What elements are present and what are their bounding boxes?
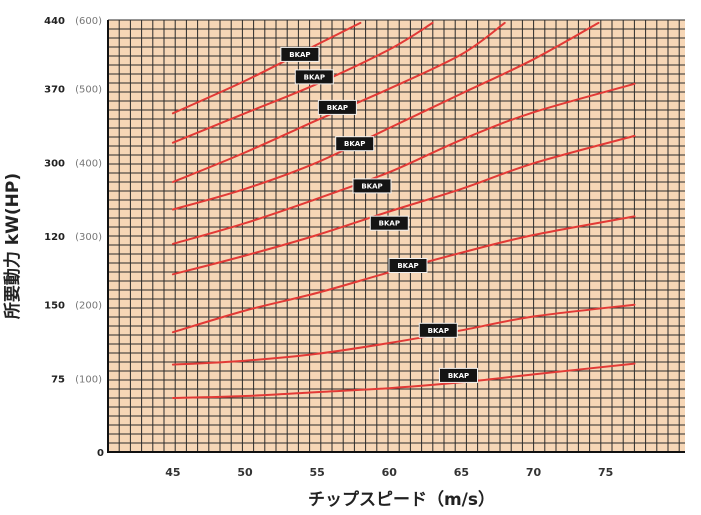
series-line-2 bbox=[171, 303, 636, 366]
y-axis-label: 所要動力 kW(HP) bbox=[2, 173, 23, 319]
x-tick-label: 70 bbox=[526, 466, 542, 479]
y-tick-label: 120 bbox=[44, 232, 65, 243]
y-tick-sublabel: (600) bbox=[75, 16, 102, 27]
curve-label-text: BKAP bbox=[448, 372, 469, 380]
curve-label-box bbox=[317, 99, 357, 115]
y-tick-label: 0 bbox=[97, 448, 104, 459]
curve-label-box bbox=[418, 322, 458, 338]
y-tick-label: 440 bbox=[44, 16, 65, 27]
y-axis-ticks: 0 (100) 75 (200) 150 (300) 120 (400) 300 (500) 370… bbox=[44, 16, 104, 459]
series-line-5 bbox=[171, 82, 636, 245]
curve-label-box bbox=[388, 258, 428, 273]
curve-label-box bbox=[439, 367, 478, 383]
curve-label-text: BKAP bbox=[428, 327, 449, 335]
curve-label-text: BKAP bbox=[344, 140, 365, 148]
axes bbox=[107, 20, 685, 453]
curve-label-box bbox=[335, 136, 375, 152]
curve-label-text: BKAP bbox=[289, 51, 310, 59]
y-tick-label: 370 bbox=[44, 85, 65, 96]
curve-label-text: BKAP bbox=[379, 220, 400, 228]
curve-labels: BKAP BKAP BKAP BKAP BKAP BKAP BKAP BKAP BKAP bbox=[280, 46, 478, 383]
series-line-4 bbox=[171, 134, 636, 276]
x-axis-ticks: 45 50 55 60 65 70 75 bbox=[165, 466, 613, 479]
y-tick-label: 150 bbox=[44, 301, 65, 312]
series-line-9 bbox=[171, 21, 362, 115]
curve-label-text: BKAP bbox=[304, 73, 325, 81]
y-tick-sublabel: (500) bbox=[75, 85, 102, 96]
x-tick-label: 65 bbox=[454, 466, 469, 479]
x-tick-label: 75 bbox=[598, 466, 613, 479]
curve-label-text: BKAP bbox=[397, 262, 418, 270]
curve-label-box bbox=[280, 46, 320, 62]
y-tick-label: 75 bbox=[51, 374, 65, 385]
series-line-1 bbox=[171, 362, 636, 399]
x-tick-label: 60 bbox=[382, 466, 398, 479]
curve-label-box bbox=[294, 69, 334, 85]
y-tick-sublabel: (400) bbox=[75, 158, 102, 169]
x-tick-label: 45 bbox=[165, 466, 180, 479]
grid bbox=[107, 19, 685, 453]
x-tick-label: 55 bbox=[310, 466, 325, 479]
y-tick-sublabel: (100) bbox=[75, 374, 102, 385]
curve-label-box bbox=[352, 178, 392, 194]
y-tick-sublabel: (200) bbox=[75, 301, 102, 312]
series-line-6 bbox=[171, 21, 600, 211]
curve-label-text: BKAP bbox=[327, 104, 348, 112]
x-axis-label: チップスピード（m/s） bbox=[308, 489, 495, 510]
y-tick-label: 300 bbox=[44, 158, 65, 169]
curve-label-text: BKAP bbox=[361, 182, 382, 190]
y-tick-sublabel: (300) bbox=[75, 232, 102, 243]
x-tick-label: 50 bbox=[237, 466, 253, 479]
curve-label-box bbox=[369, 215, 409, 231]
